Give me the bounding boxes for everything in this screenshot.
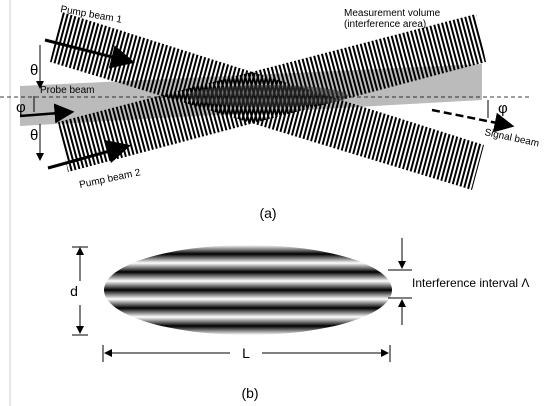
label: Measurement volume [344,8,441,19]
label: Pump beam 2 [78,167,142,191]
label: Interference interval Λ [412,276,529,290]
symbol: φ [16,99,26,116]
symbol: θ [30,127,38,144]
label: Signal beam [483,127,540,149]
diagram: Pump beam 1 Measurement volume (interfer… [0,0,545,406]
symbol: θ [30,62,38,79]
fringe-ellipse [104,245,392,335]
beams [0,12,530,190]
interference-area [188,85,348,107]
label: Probe beam [40,85,94,96]
label: L [242,345,250,361]
label: (interference area) [344,19,426,30]
symbol: φ [498,100,508,117]
caption: (a) [259,205,276,221]
caption: (b) [241,385,258,401]
label: d [70,283,78,299]
